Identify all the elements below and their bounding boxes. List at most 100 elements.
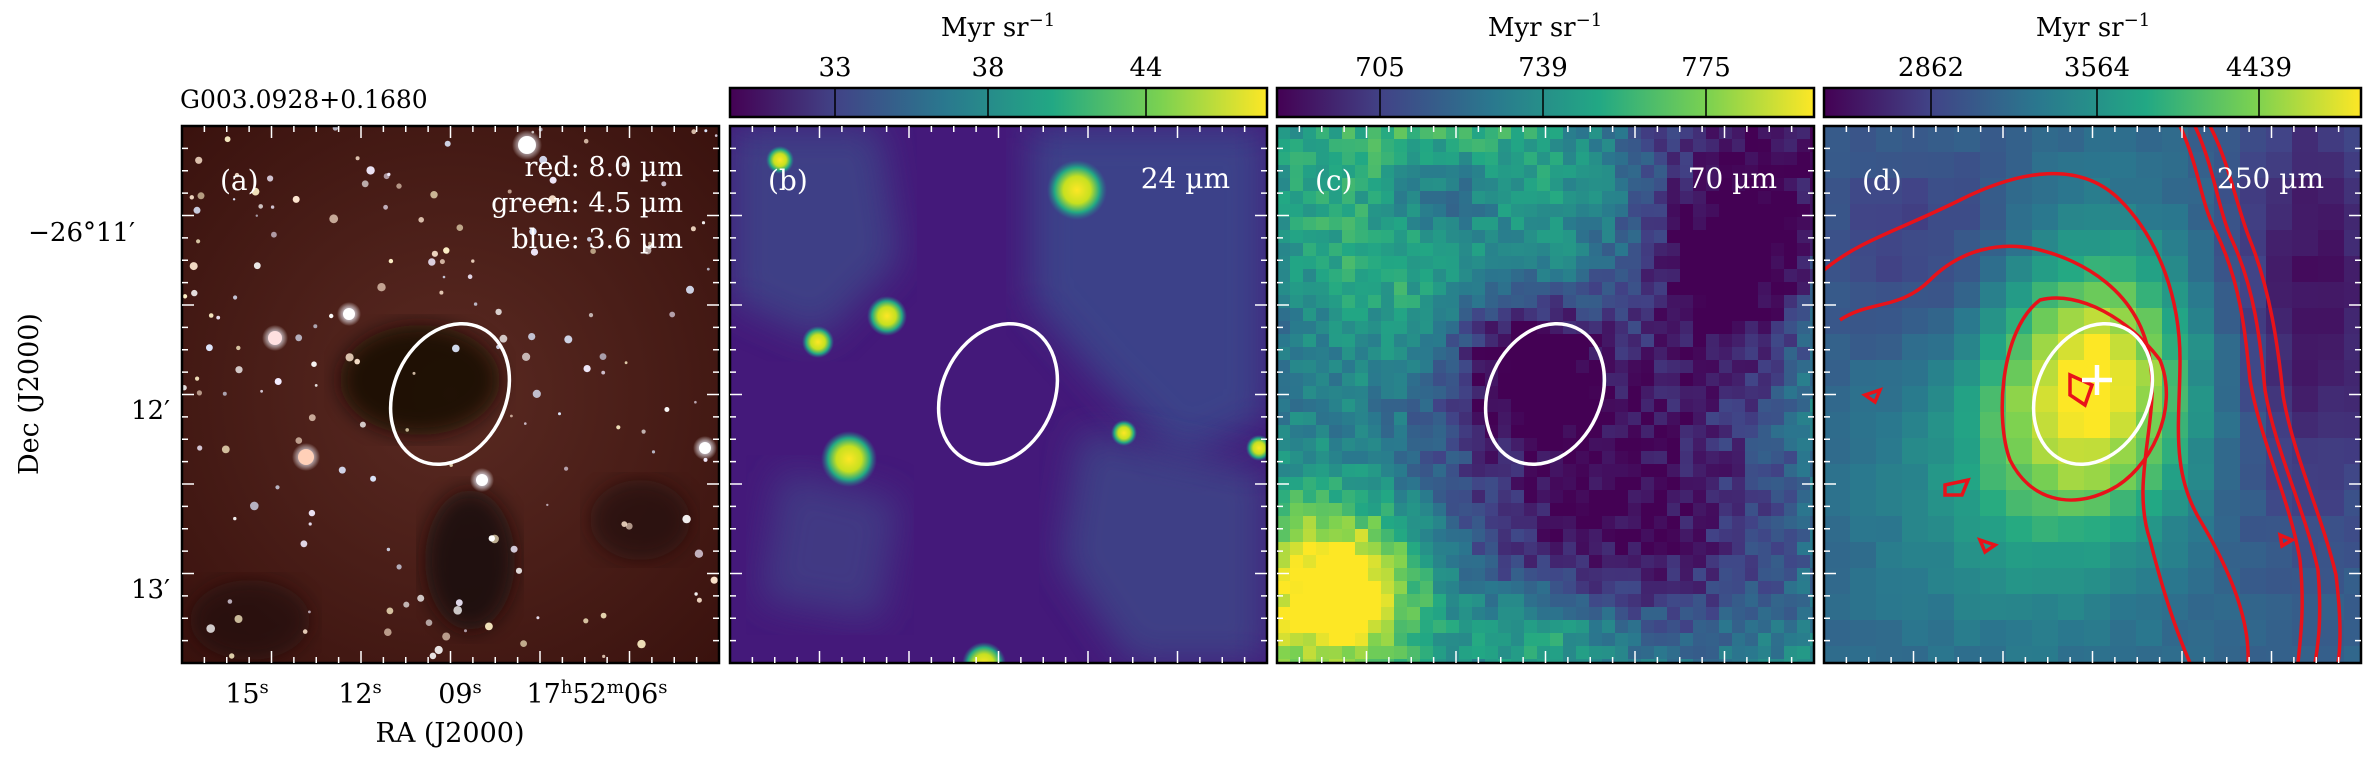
star: [274, 378, 282, 385]
point-source: [766, 146, 794, 174]
star: [396, 564, 402, 570]
bright-star: [518, 136, 536, 154]
colorbar-tick-label: 775: [1681, 53, 1731, 83]
star: [260, 389, 263, 393]
star: [548, 195, 557, 204]
bright-star: [699, 442, 711, 454]
star: [624, 361, 628, 365]
star: [564, 466, 569, 471]
star: [224, 136, 231, 143]
point-source: [1246, 435, 1267, 461]
bright-star: [268, 331, 282, 345]
star: [530, 198, 534, 203]
star: [418, 217, 425, 223]
star: [370, 475, 377, 482]
star: [690, 226, 696, 232]
star: [583, 618, 589, 624]
star: [600, 612, 607, 619]
star: [714, 134, 718, 137]
beam-ellipse: [2031, 321, 2155, 467]
star: [621, 162, 627, 168]
star: [682, 514, 691, 524]
point-source: [867, 296, 907, 336]
star: [258, 204, 264, 209]
star: [196, 239, 201, 244]
star: [189, 195, 194, 200]
star: [302, 629, 308, 634]
star: [648, 241, 652, 246]
star: [197, 192, 205, 200]
star: [425, 619, 433, 626]
star: [510, 545, 518, 553]
star: [222, 391, 227, 396]
star: [308, 522, 312, 526]
star: [359, 421, 366, 428]
star: [616, 425, 621, 430]
star: [694, 400, 697, 404]
star: [300, 540, 308, 548]
star: [216, 315, 221, 320]
star: [329, 214, 339, 224]
beam-ellipse: [936, 321, 1060, 467]
star: [384, 628, 392, 636]
star: [439, 290, 444, 295]
star: [669, 311, 676, 318]
star: [233, 516, 237, 521]
star: [686, 285, 694, 294]
star: [354, 358, 361, 365]
band-label: 250 µm: [2217, 162, 2324, 195]
star: [456, 224, 464, 231]
star: [444, 140, 451, 147]
star: [313, 324, 318, 329]
peak-marker-cross: [2082, 365, 2112, 395]
star: [522, 352, 531, 361]
star: [314, 384, 318, 387]
star: [558, 412, 561, 416]
star: [377, 283, 386, 292]
star: [195, 376, 200, 381]
star: [428, 258, 436, 266]
colorbar-tick-label: 2862: [1898, 53, 1964, 83]
star: [587, 237, 592, 242]
star: [271, 231, 277, 238]
star: [361, 180, 369, 188]
band-label-green: green: 4.5 µm: [491, 188, 683, 219]
panel-label: (c): [1315, 164, 1353, 197]
band-label-blue: blue: 3.6 µm: [511, 224, 683, 255]
star: [229, 653, 235, 659]
band-label-red: red: 8.0 µm: [524, 152, 683, 183]
bright-star: [343, 308, 355, 320]
star: [471, 259, 475, 263]
band-label: 70 µm: [1688, 162, 1777, 195]
star: [536, 616, 540, 620]
colorbar-tick-label: 705: [1355, 53, 1405, 83]
star: [417, 594, 425, 602]
panel-b: [730, 126, 1267, 663]
star: [647, 244, 652, 250]
star: [710, 576, 718, 584]
star: [664, 407, 670, 412]
beam-ellipse: [1483, 321, 1607, 467]
star: [431, 250, 438, 257]
star: [270, 205, 275, 209]
colorbar-gradient: [1822, 86, 2363, 119]
star: [234, 172, 240, 178]
star: [311, 361, 317, 368]
star: [625, 522, 633, 530]
star: [564, 335, 573, 344]
star: [386, 547, 391, 552]
star: [196, 390, 202, 396]
dec-tick-label: 12′: [131, 396, 170, 426]
colorbar-tick-label: 3564: [2064, 53, 2130, 83]
star: [195, 156, 203, 164]
star: [250, 501, 259, 511]
y-axis-label: Dec (J2000): [14, 313, 45, 475]
star: [637, 639, 646, 649]
star: [532, 389, 541, 398]
star: [495, 308, 502, 316]
star: [601, 370, 606, 375]
colorbar-tick-label: 38: [971, 53, 1004, 83]
star: [227, 599, 233, 604]
star: [546, 503, 549, 507]
